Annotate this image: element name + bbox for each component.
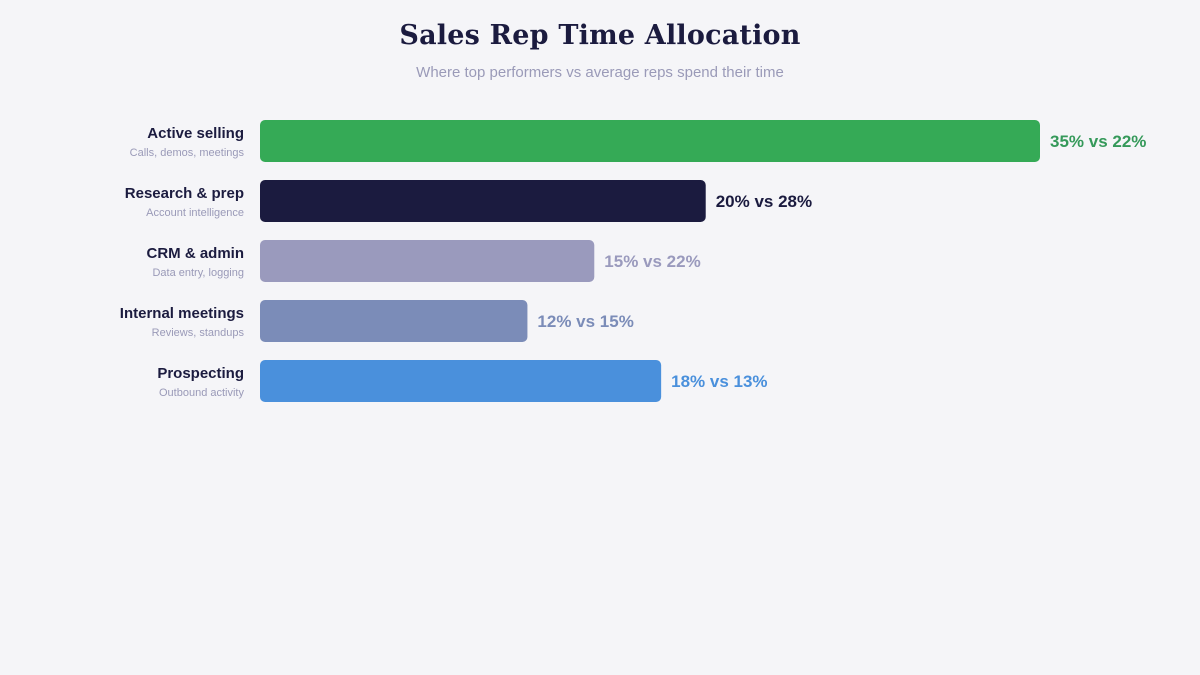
- bar-active-selling: [260, 120, 1040, 162]
- category-description: Account intelligence: [146, 207, 244, 219]
- category-description: Reviews, standups: [152, 327, 245, 339]
- value-label: 15% vs 22%: [604, 252, 700, 271]
- bar-crm-admin: [260, 240, 595, 282]
- value-label: 18% vs 13%: [671, 372, 767, 391]
- value-label: 20% vs 28%: [716, 192, 812, 211]
- bar-row-internal-meetings: Internal meetings Reviews, standups 12% vs…: [120, 300, 634, 342]
- category-label: Research & prep: [125, 185, 244, 202]
- chart-subtitle: Where top performers vs average reps spe…: [416, 64, 784, 81]
- bar-row-crm-admin: CRM & admin Data entry, logging 15% vs 22%: [147, 240, 701, 282]
- category-label: Active selling: [147, 125, 244, 142]
- value-label: 12% vs 15%: [537, 312, 633, 331]
- category-label: Prospecting: [157, 365, 244, 382]
- category-description: Outbound activity: [159, 387, 244, 399]
- bar-research-prep: [260, 180, 706, 222]
- bar-prospecting: [260, 360, 662, 402]
- category-label: CRM & admin: [147, 245, 245, 262]
- chart-title: Sales Rep Time Allocation: [399, 20, 801, 51]
- bar-row-prospecting: Prospecting Outbound activity 18% vs 13%: [157, 360, 768, 402]
- value-label: 35% vs 22%: [1050, 132, 1146, 151]
- category-description: Calls, demos, meetings: [130, 147, 245, 159]
- bar-row-active-selling: Active selling Calls, demos, meetings 35% …: [130, 120, 1146, 162]
- category-description: Data entry, logging: [152, 267, 244, 279]
- bar-internal-meetings: [260, 300, 528, 342]
- bar-row-research-prep: Research & prep Account intelligence 20% v…: [125, 180, 812, 222]
- category-label: Internal meetings: [120, 305, 244, 322]
